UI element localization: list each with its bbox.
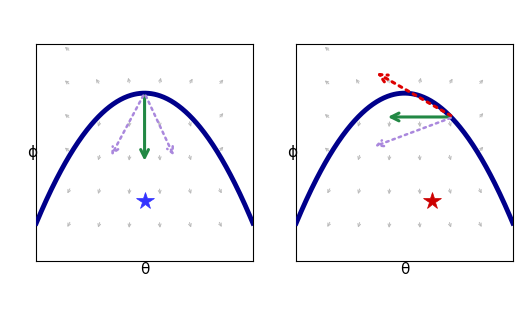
Y-axis label: ϕ: ϕ [27,145,37,160]
Y-axis label: ϕ: ϕ [287,145,297,160]
X-axis label: θ: θ [140,262,149,278]
X-axis label: θ: θ [400,262,409,278]
